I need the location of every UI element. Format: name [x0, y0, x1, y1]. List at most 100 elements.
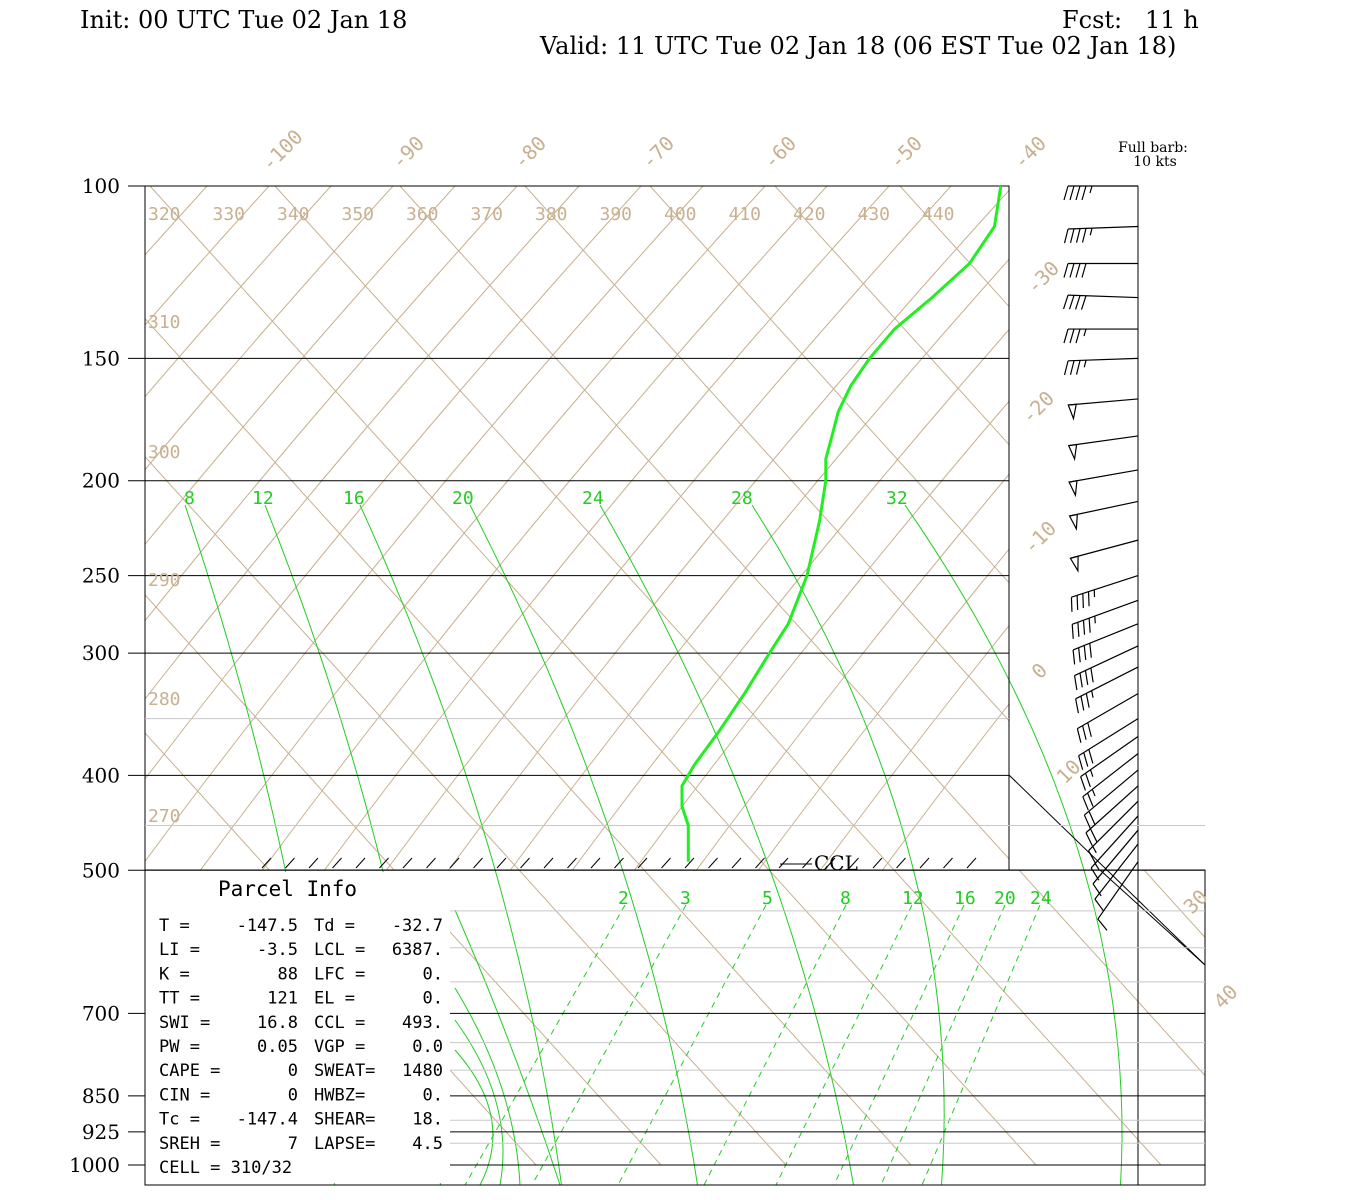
isotherm-line	[524, 186, 1009, 722]
ccl-hatch	[355, 857, 366, 869]
wind-barb	[1063, 357, 1139, 376]
ccl-hatch	[896, 857, 906, 869]
moist-adiabat-label: 20	[452, 488, 474, 509]
barb-feather	[1069, 228, 1075, 244]
barb-shaft	[1083, 769, 1139, 816]
barb-shaft	[1068, 357, 1139, 362]
ccl-hatch	[849, 857, 859, 869]
parcel-field-label: CELL = 310/32	[159, 1158, 292, 1178]
parcel-field-label: CIN =	[159, 1085, 210, 1105]
pressure-label-925: 925	[82, 1120, 120, 1144]
pressure-label-500: 500	[82, 858, 120, 882]
parcel-field-label: SHEAR=	[314, 1110, 375, 1130]
wind-barb	[1085, 785, 1139, 847]
wind-barb	[1080, 735, 1139, 791]
isotherm-line	[1275, 186, 1350, 1165]
barb-feather	[1087, 850, 1097, 864]
dry-adiabat-line	[819, 624, 1009, 870]
theta-label: 440	[922, 204, 955, 225]
moist-adiabat-label: 32	[886, 488, 908, 509]
barb-feather	[1089, 828, 1098, 843]
barb-shaft	[1069, 500, 1139, 517]
ccl-hatch	[684, 857, 695, 869]
isotherm-line	[274, 186, 895, 870]
isotherm-line	[1150, 186, 1350, 1165]
mixing-ratio-label: 2	[618, 888, 629, 909]
isotherm-line	[450, 931, 662, 1166]
barb-feather	[1073, 675, 1078, 691]
barb-feather	[1063, 360, 1069, 376]
parcel-field-label: Td =	[314, 916, 355, 936]
theta-label: 330	[213, 204, 246, 225]
barb-feather	[1080, 295, 1087, 310]
parcel-field-value: 0.	[423, 1085, 443, 1105]
barb-feather	[1078, 755, 1084, 770]
barb-feather	[1063, 263, 1069, 278]
barb-legend-line2: 10 kts	[1133, 154, 1177, 170]
barb-feather	[1081, 228, 1087, 243]
ccl-hatch	[731, 857, 742, 869]
ccl-hatch	[614, 857, 624, 869]
ccl-hatch	[778, 857, 789, 869]
isotherm-label: 0	[1027, 658, 1052, 683]
parcel-field-label: PW =	[159, 1037, 200, 1057]
ccl-hatch	[590, 857, 601, 869]
barb-feather	[1081, 185, 1087, 201]
wind-barb	[1067, 435, 1139, 462]
barb-feather	[1087, 722, 1092, 737]
parcel-field-label: EL =	[314, 989, 355, 1009]
wind-barb	[1073, 645, 1139, 691]
barb-feather	[1076, 595, 1079, 610]
moist-adiabat-line	[454, 1049, 494, 1186]
barb-feather	[1083, 645, 1087, 661]
isotherm-line	[649, 186, 1009, 584]
upper-panel-frame	[144, 185, 1010, 871]
ccl-hatch	[426, 857, 436, 869]
moist-adiabat-line	[359, 504, 562, 1186]
pressure-label-150: 150	[82, 346, 120, 370]
ccl-hatch	[708, 857, 718, 869]
barb-feather	[1084, 670, 1089, 685]
parcel-field-value: 0.	[423, 964, 443, 984]
barb-feather	[1087, 591, 1090, 607]
ccl-hatch	[567, 857, 577, 869]
isotherm-line	[518, 870, 787, 1166]
barb-feather	[1088, 618, 1091, 633]
barb-shaft	[1068, 435, 1139, 447]
isotherm-lines	[145, 186, 1350, 1166]
ccl-hatch	[449, 857, 460, 869]
isotherm-label: -50	[885, 131, 928, 174]
barb-feather	[1082, 620, 1086, 635]
barb-shaft	[1068, 398, 1139, 406]
theta-label: 410	[729, 204, 762, 225]
parcel-field-label: T =	[159, 916, 190, 936]
theta-label: 320	[148, 204, 181, 225]
ccl-hatch	[473, 857, 483, 869]
ccl-hatch	[308, 857, 319, 869]
parcel-field-value: 6387.	[392, 940, 443, 960]
moist-adiabat-label: 12	[252, 488, 274, 509]
ccl-hatch	[402, 857, 413, 869]
wind-barb	[1092, 829, 1139, 897]
dry-adiabat-lines	[145, 186, 1009, 870]
wind-barb	[1082, 753, 1139, 811]
wind-barb	[1097, 861, 1139, 931]
barb-shaft	[1092, 829, 1139, 885]
dry-adiabat-line	[323, 186, 890, 870]
isotherm-line	[775, 186, 1350, 1165]
dry-adiabat-line	[145, 186, 580, 700]
theta-label: 380	[535, 204, 568, 225]
barb-feather	[1078, 647, 1081, 663]
dry-adiabat-line	[757, 548, 1009, 870]
ccl-hatch	[261, 857, 272, 869]
barb-feather	[1069, 185, 1075, 201]
parcel-field-label: LCL =	[314, 940, 365, 960]
panel-diagonal-2	[1099, 869, 1206, 966]
parcel-field-label: LFC =	[314, 964, 365, 984]
wind-barb	[1075, 666, 1139, 714]
barb-shaft	[1090, 815, 1139, 869]
barb-shaft	[1077, 693, 1139, 730]
barb-feather	[1097, 918, 1108, 931]
ccl-hatch	[872, 857, 883, 869]
barb-feather	[1079, 672, 1083, 688]
